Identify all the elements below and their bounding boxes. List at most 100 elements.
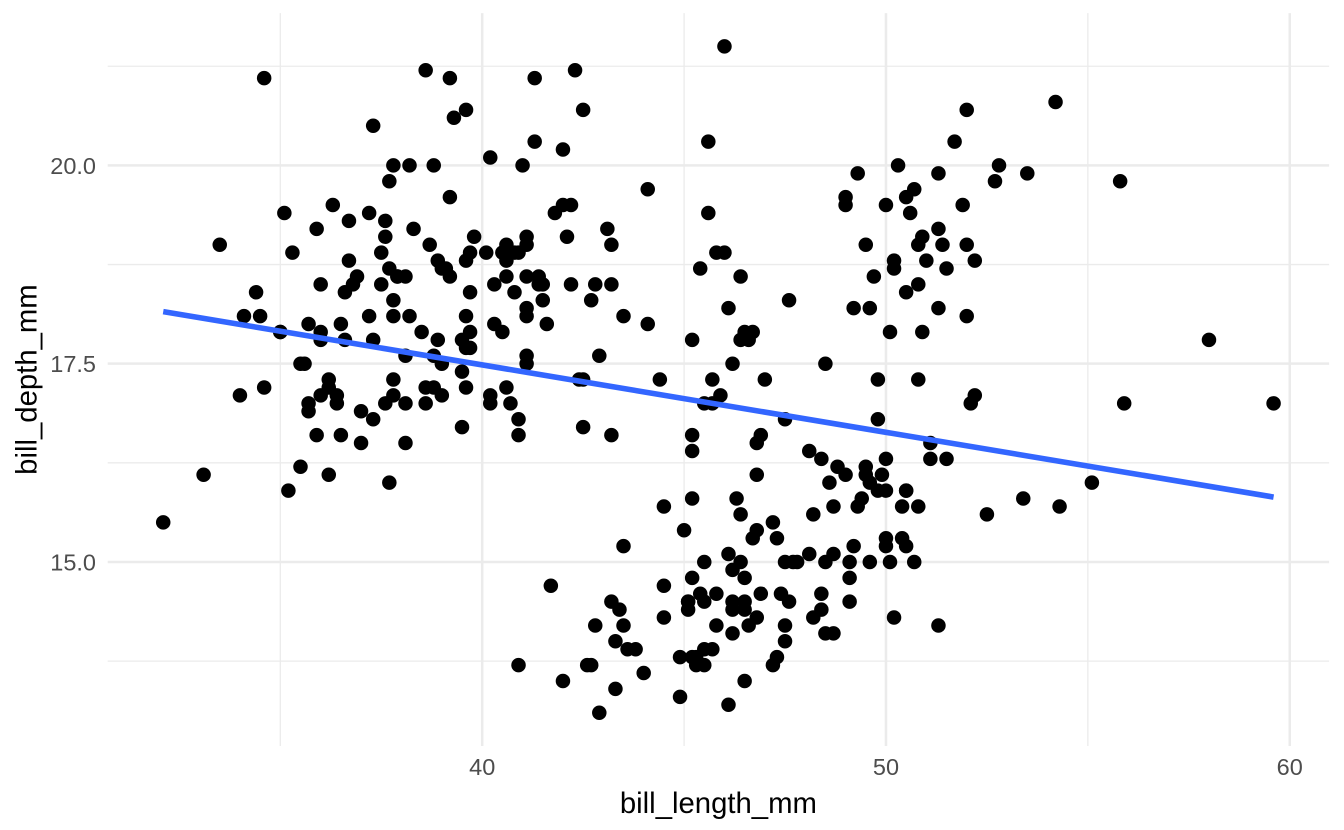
data-point [583,657,599,673]
data-point [882,324,898,340]
data-point [753,586,769,601]
data-point [527,70,542,86]
y-axis-title: bill_depth_mm [11,284,44,475]
data-point [309,427,324,443]
data-point [386,372,401,387]
data-point [733,507,748,522]
data-point [616,618,631,633]
data-point [442,70,458,86]
data-point [386,308,401,324]
data-point [749,467,765,482]
data-point [878,530,894,546]
x-axis-tick-labels: 40 50 60 [469,754,1303,780]
data-point [802,546,817,562]
data-point [511,411,526,427]
data-point [458,308,474,324]
data-point [543,578,559,594]
data-point [402,158,417,173]
data-point [806,507,821,522]
data-point [725,602,740,617]
data-point [378,213,393,229]
data-point [749,523,765,538]
data-point [911,499,926,514]
data-point [656,499,672,514]
data-point [309,221,324,237]
data-point [947,134,962,149]
data-point [434,388,450,403]
data-point [365,118,381,133]
data-point [462,245,478,260]
data-point [672,649,688,665]
data-point [979,507,995,522]
data-point [636,665,651,681]
data-point [898,483,914,498]
data-point [277,205,292,221]
data-point [466,229,482,245]
data-point [361,205,377,221]
x-tick-label: 60 [1277,754,1303,780]
data-point [386,158,401,173]
data-point [608,634,623,649]
data-point [886,610,902,625]
data-point [854,491,869,506]
data-point [931,221,946,237]
data-point [483,388,498,403]
data-point [418,62,433,78]
data-point [1116,396,1132,411]
data-point [870,372,886,387]
data-point [656,578,672,594]
data-point [499,380,514,395]
data-point [386,292,401,308]
data-point [717,245,732,260]
data-point [418,380,433,395]
data-point [680,602,696,617]
y-tick-label: 17.5 [50,351,96,377]
data-point [628,641,643,657]
data-point [684,491,700,506]
data-point [353,404,369,419]
x-axis-title: bill_length_mm [620,787,817,820]
data-point [721,697,736,712]
data-point [826,499,841,514]
data-point [365,411,381,427]
data-point [842,594,857,609]
y-tick-label: 20.0 [50,153,96,179]
data-point [846,538,861,554]
data-point [604,237,619,252]
data-point [777,634,793,649]
data-point [874,467,890,482]
data-point [878,197,894,213]
data-point [725,356,740,371]
data-point [640,181,655,197]
data-point [830,459,845,475]
data-point [890,158,906,173]
data-point [575,102,591,118]
data-point [842,570,857,586]
data-point [382,475,397,490]
data-point [842,554,857,570]
data-point [495,324,510,340]
data-point [374,277,389,292]
data-point [592,348,607,363]
data-point [547,205,563,221]
data-point [931,300,946,316]
data-point [878,451,894,467]
data-point [850,166,865,181]
data-point [567,62,583,78]
data-point [846,300,861,316]
data-point [906,181,922,197]
data-point [519,356,534,371]
x-tick-label: 40 [469,754,495,780]
data-point [709,586,724,601]
data-point [458,380,474,395]
data-point [442,269,458,284]
data-point [705,641,720,657]
data-point [612,602,627,617]
data-point [604,277,619,292]
data-point [886,261,902,276]
data-point [915,324,930,340]
data-point [931,618,946,633]
data-point [939,451,954,467]
data-point [430,332,446,348]
data-point [378,396,393,411]
